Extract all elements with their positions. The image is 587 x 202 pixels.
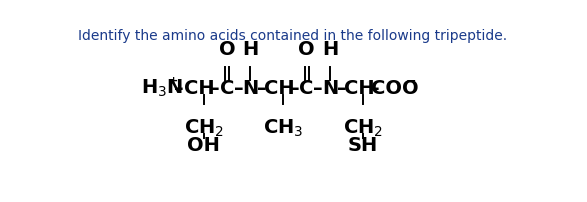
Text: –: – bbox=[174, 78, 184, 97]
Text: Identify the amino acids contained in the following tripeptide.: Identify the amino acids contained in th… bbox=[78, 29, 507, 43]
Text: O: O bbox=[218, 40, 235, 59]
Text: –: – bbox=[290, 78, 300, 97]
Text: +: + bbox=[168, 76, 178, 86]
Text: SH: SH bbox=[348, 135, 379, 154]
Text: CH$_2$: CH$_2$ bbox=[184, 117, 224, 138]
Text: N: N bbox=[242, 78, 258, 97]
Text: H$_3$N: H$_3$N bbox=[141, 77, 184, 98]
Text: –: – bbox=[337, 78, 346, 97]
Text: H: H bbox=[322, 40, 338, 59]
Text: C: C bbox=[299, 78, 314, 97]
Text: O: O bbox=[298, 40, 315, 59]
Text: –: – bbox=[210, 78, 220, 97]
Text: CH: CH bbox=[184, 78, 215, 97]
Text: –: – bbox=[313, 78, 323, 97]
Text: –: – bbox=[257, 78, 266, 97]
Text: H: H bbox=[242, 40, 258, 59]
Text: CH$_2$: CH$_2$ bbox=[343, 117, 383, 138]
Text: –: – bbox=[234, 78, 243, 97]
Text: −: − bbox=[406, 75, 417, 87]
Text: –: – bbox=[370, 78, 380, 97]
Text: C: C bbox=[220, 78, 234, 97]
Text: COO: COO bbox=[371, 78, 419, 97]
Text: N: N bbox=[322, 78, 338, 97]
Text: OH: OH bbox=[187, 135, 220, 154]
Text: CH: CH bbox=[264, 78, 295, 97]
Text: CH$_3$: CH$_3$ bbox=[263, 117, 303, 138]
Text: CH: CH bbox=[344, 78, 375, 97]
